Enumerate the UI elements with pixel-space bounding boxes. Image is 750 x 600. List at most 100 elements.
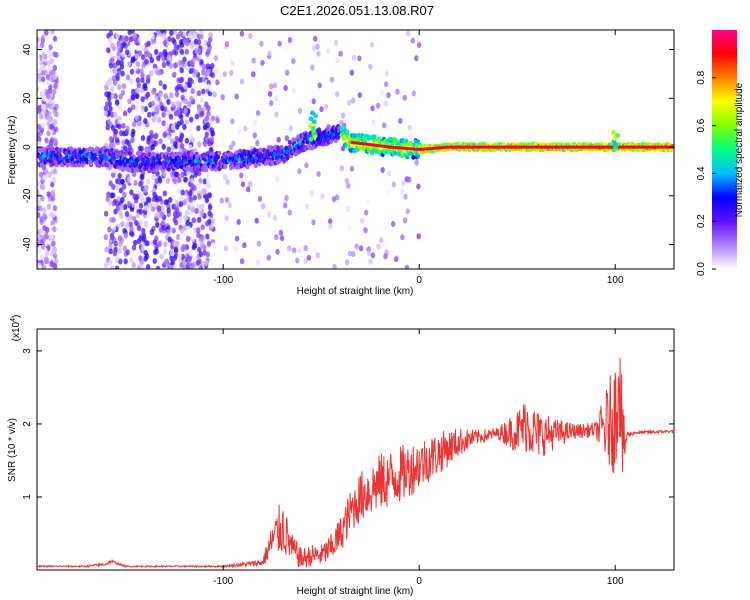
noise-cell xyxy=(190,183,195,190)
noise-cell xyxy=(146,51,151,58)
noise-cell xyxy=(38,171,44,178)
noise-cell xyxy=(199,30,204,34)
noise-cell xyxy=(157,116,162,123)
noise-cell xyxy=(149,129,154,136)
noise-cell xyxy=(403,193,408,200)
noise-cell xyxy=(146,212,152,219)
noise-cell xyxy=(188,248,193,255)
noise-cell xyxy=(179,234,184,241)
noise-cell xyxy=(227,202,232,209)
spectrogram-y-tick-label: 0 xyxy=(22,144,33,150)
noise-cell xyxy=(175,123,180,130)
noise-cell xyxy=(279,235,285,242)
noise-cell xyxy=(117,172,122,179)
noise-cell xyxy=(315,252,320,259)
noise-cell xyxy=(297,107,303,114)
noise-cell xyxy=(157,69,162,76)
noise-cell xyxy=(154,248,159,255)
noise-cell xyxy=(288,125,293,132)
noise-cell xyxy=(204,101,209,108)
noise-cell xyxy=(303,258,308,264)
noise-cell xyxy=(309,190,314,196)
noise-cell xyxy=(185,123,190,130)
noise-cell xyxy=(135,61,140,68)
noise-cell xyxy=(127,107,132,114)
noise-cell xyxy=(140,135,146,141)
noise-cell xyxy=(239,78,245,85)
noise-cell xyxy=(183,83,188,90)
ridge-cell xyxy=(404,138,409,144)
noise-cell xyxy=(339,119,344,126)
noise-cell xyxy=(291,247,297,254)
noise-cell xyxy=(178,216,183,223)
ridge-cell xyxy=(216,154,221,160)
spectrogram-frame xyxy=(36,29,675,270)
noise-cell xyxy=(165,109,171,116)
noise-cell xyxy=(409,132,414,138)
noise-cell xyxy=(274,111,279,118)
snr-y-ticks: 1 2 3 xyxy=(22,348,674,500)
noise-cell xyxy=(287,245,292,252)
noise-cell xyxy=(130,201,136,208)
noise-cell xyxy=(147,111,152,118)
noise-cell xyxy=(328,218,333,225)
noise-cell xyxy=(152,258,157,264)
noise-cell xyxy=(120,196,125,203)
noise-cell xyxy=(44,124,49,131)
noise-cell xyxy=(41,64,46,71)
noise-cell xyxy=(178,201,184,207)
ridge-cell xyxy=(287,144,292,150)
noise-cell xyxy=(268,83,274,90)
noise-cell xyxy=(207,204,213,211)
noise-cell xyxy=(351,54,357,61)
noise-cell xyxy=(119,59,124,66)
noise-cell xyxy=(176,110,181,117)
noise-cell xyxy=(104,246,109,253)
noise-cell xyxy=(187,260,192,267)
colorbar-tick-label: 0.2 xyxy=(696,214,707,228)
noise-cell xyxy=(40,76,46,83)
noise-cell xyxy=(119,204,124,211)
noise-cell xyxy=(316,50,321,57)
noise-cell xyxy=(266,254,271,261)
snr-multiplier-close: ) xyxy=(11,315,22,318)
snr-x-tick-label: 100 xyxy=(607,576,624,587)
noise-cell xyxy=(212,91,217,98)
ridge-cell xyxy=(245,164,250,170)
noise-cell xyxy=(40,244,46,251)
noise-cell xyxy=(171,227,176,234)
noise-cell xyxy=(143,186,148,193)
noise-cell xyxy=(189,265,194,269)
noise-cell xyxy=(103,110,109,117)
noise-cell xyxy=(277,40,282,47)
noise-cell xyxy=(206,68,211,75)
noise-cell xyxy=(200,203,205,210)
noise-cell xyxy=(179,39,184,46)
noise-cell xyxy=(407,176,412,183)
noise-cell xyxy=(248,33,253,40)
noise-cell xyxy=(174,44,179,51)
noise-cell xyxy=(135,77,141,84)
noise-cell xyxy=(44,88,49,95)
noise-cell xyxy=(284,135,290,142)
noise-cell xyxy=(53,137,58,144)
noise-cell xyxy=(166,99,171,105)
noise-cell xyxy=(182,265,187,269)
noise-cell xyxy=(112,250,118,257)
noise-cell xyxy=(108,135,114,142)
noise-cell xyxy=(131,244,137,251)
noise-cell xyxy=(123,145,128,152)
noise-cell xyxy=(135,212,141,219)
colorbar-ticks: 0.0 0.2 0.4 0.6 0.8 xyxy=(696,70,716,276)
noise-cell xyxy=(140,108,145,115)
noise-cell xyxy=(109,265,115,269)
noise-cell xyxy=(197,141,202,148)
noise-cell xyxy=(129,78,134,85)
spectrogram-y-axis-label: Frequency (Hz) xyxy=(7,116,18,185)
noise-cell xyxy=(278,229,283,236)
noise-cell xyxy=(215,117,220,124)
noise-cell xyxy=(260,59,265,66)
noise-cell xyxy=(234,235,240,242)
noise-cell xyxy=(179,228,185,234)
noise-cell xyxy=(154,95,159,102)
